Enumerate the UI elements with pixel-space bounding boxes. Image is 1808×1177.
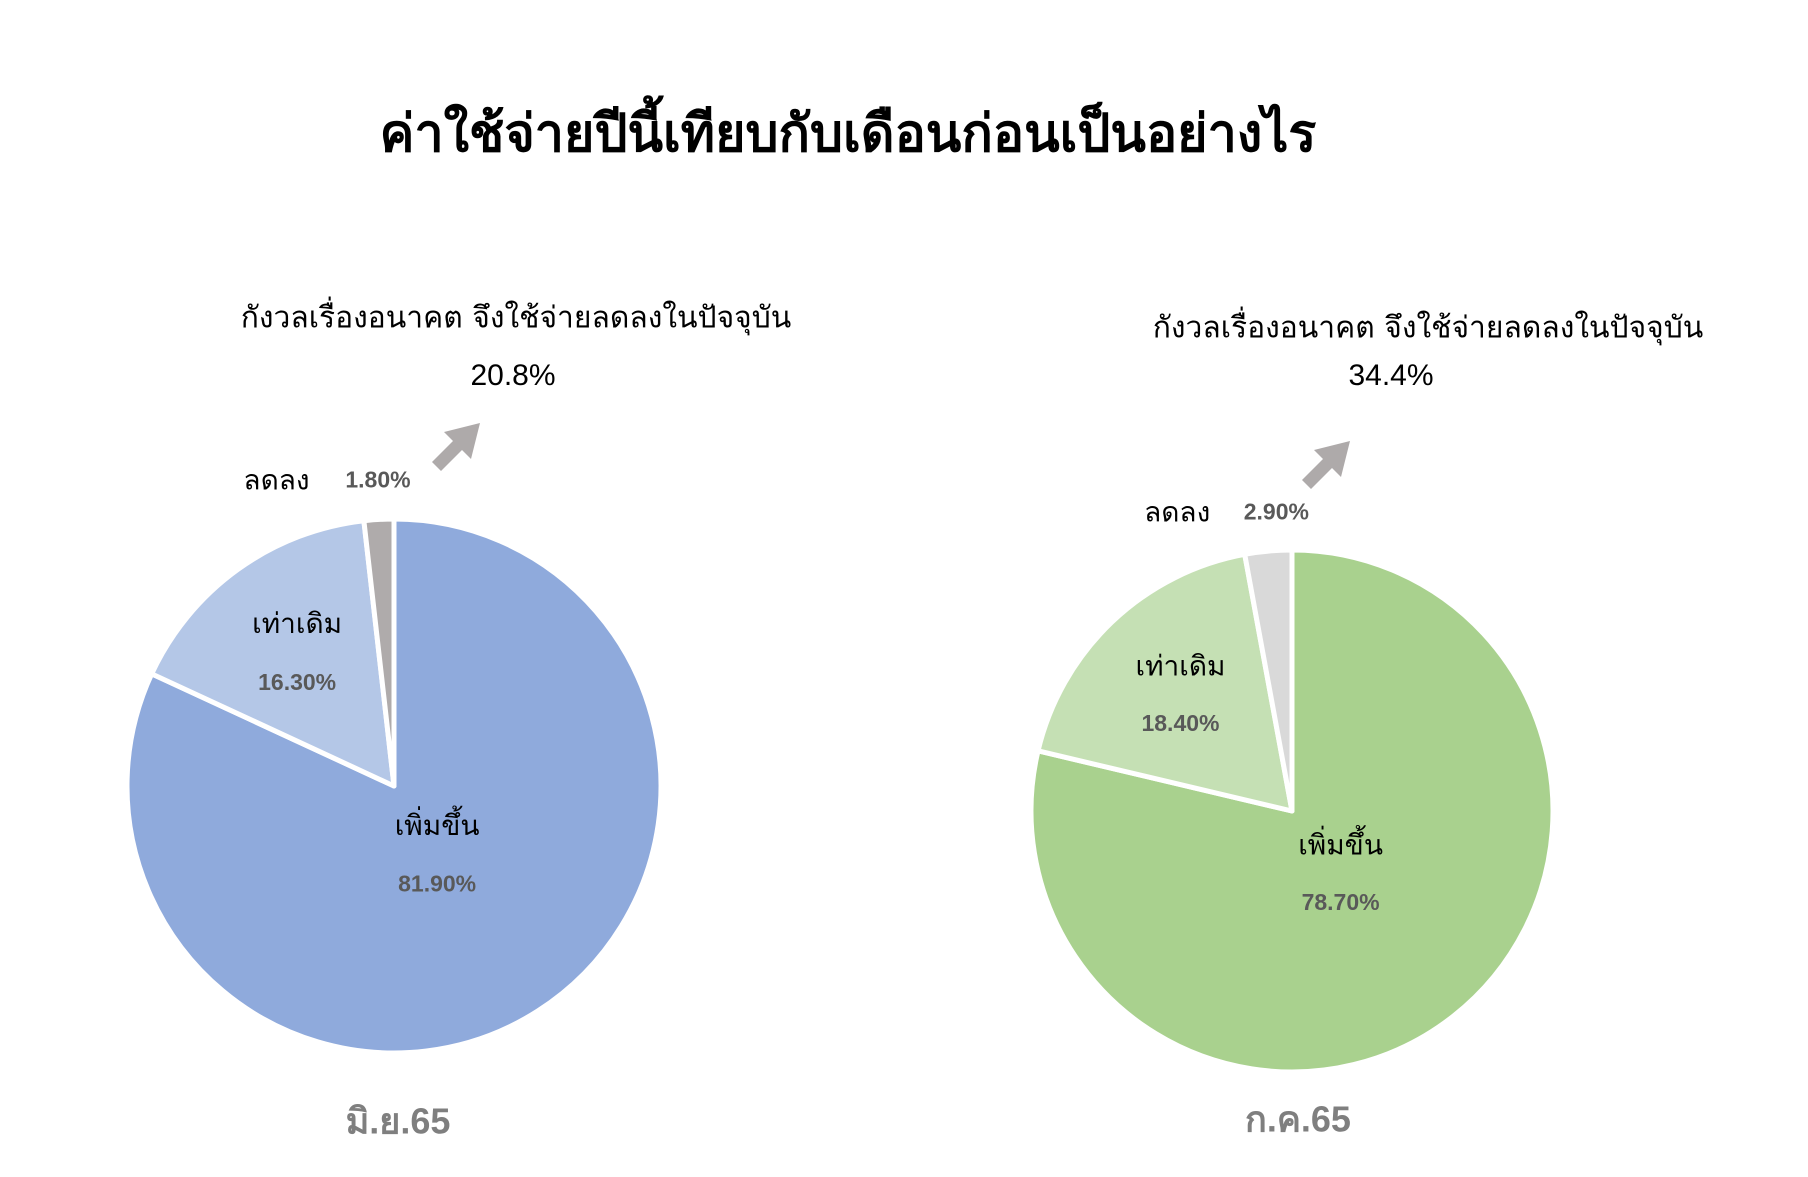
- slice-label: เพิ่มขึ้น: [395, 805, 480, 842]
- pie-slice: [149, 518, 397, 789]
- slice-value: 2.90%: [1244, 499, 1309, 525]
- slice-label: ลดลง: [1144, 495, 1210, 528]
- annotation-value: 34.4%: [1348, 359, 1433, 392]
- slice-value: 78.70%: [1302, 889, 1380, 915]
- annotation-value: 20.8%: [470, 359, 555, 392]
- pie-slice: [1242, 547, 1295, 814]
- slice-value: 18.40%: [1141, 710, 1219, 736]
- arrow: [1302, 441, 1350, 489]
- slice-label: เพิ่มขึ้น: [1298, 824, 1383, 861]
- annotation: กังวลเรื่องอนาคต จึงใช้จ่ายลดลงในปัจจุบั…: [1153, 307, 1704, 347]
- slice-label: ลดลง: [243, 464, 309, 497]
- arrow: [432, 423, 480, 471]
- slice-label: เท่าเดิม: [1136, 650, 1226, 683]
- slice-value: 81.90%: [398, 871, 476, 897]
- annotation: กังวลเรื่องอนาคต จึงใช้จ่ายลดลงในปัจจุบั…: [241, 297, 792, 337]
- page-title: ค่าใช้จ่ายปีนี้เทียบกับเดือนก่อนเป็นอย่า…: [380, 95, 1317, 164]
- pie-slice: [1035, 551, 1295, 814]
- chart-title: มิ.ย.65: [346, 1101, 451, 1142]
- pie-slice: [361, 516, 397, 789]
- slice-value: 1.80%: [345, 467, 410, 493]
- chart-title: ก.ค.65: [1245, 1099, 1351, 1140]
- slice-label: เท่าเดิม: [252, 607, 342, 640]
- slice-value: 16.30%: [258, 669, 336, 695]
